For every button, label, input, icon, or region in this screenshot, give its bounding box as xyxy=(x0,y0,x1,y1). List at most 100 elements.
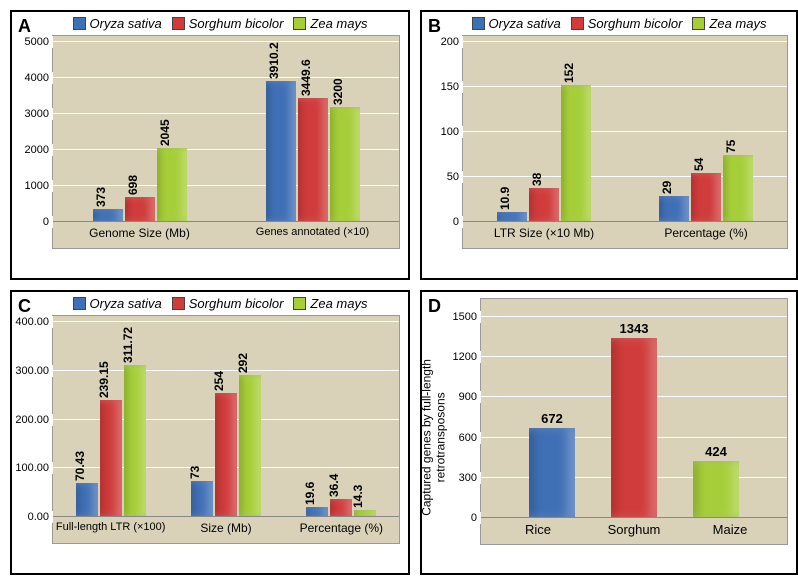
legend-item-oryza: Oryza sativa xyxy=(472,16,561,31)
bar-zea: 75 xyxy=(723,155,753,223)
legend-item-sorghum: Sorghum bicolor xyxy=(571,16,683,31)
bar-sorghum: 36.4 xyxy=(330,499,352,517)
legend-item-sorghum: Sorghum bicolor xyxy=(172,16,284,31)
bar-value-label: 19.6 xyxy=(303,482,317,505)
legend-swatch-zea xyxy=(293,17,306,30)
ytick: 1000 xyxy=(25,180,53,192)
legend-label-zea: Zea mays xyxy=(310,16,367,31)
figure-grid: A Oryza sativa Sorghum bicolor Zea mays 0 100… xyxy=(10,10,788,575)
chart-area: 0.00100.00200.00300.00400.0070.43239.153… xyxy=(52,315,400,544)
legend-item-sorghum: Sorghum bicolor xyxy=(172,296,284,311)
bar-group: 672 1343 424 xyxy=(481,317,787,518)
ytick: 3000 xyxy=(25,108,53,120)
bar-value-label: 239.15 xyxy=(97,362,111,399)
ytick: 600 xyxy=(459,432,481,444)
x-label: Size (Mb) xyxy=(168,517,283,543)
bar-value-label: 152 xyxy=(562,63,576,83)
bar-group: 19.636.414.3 xyxy=(284,322,399,517)
bar-value-label: 29 xyxy=(660,181,674,194)
ytick: 100.00 xyxy=(15,462,53,474)
bar-oryza: 373 xyxy=(93,209,123,222)
ytick: 200.00 xyxy=(15,414,53,426)
ytick: 1200 xyxy=(453,351,481,363)
legend-item-zea: Zea mays xyxy=(293,296,367,311)
panel-label: B xyxy=(428,16,441,37)
bar-value-label: 36.4 xyxy=(327,474,341,497)
bar-sorghum: 3449.6 xyxy=(298,98,328,222)
bar-value-label: 1343 xyxy=(620,321,649,338)
legend-swatch-oryza xyxy=(472,17,485,30)
legend-swatch-sorghum xyxy=(172,17,185,30)
x-axis: RiceSorghumMaize xyxy=(481,517,787,544)
x-axis: Full-length LTR (×100)Size (Mb)Percentag… xyxy=(53,516,399,543)
panel-label: A xyxy=(18,16,31,37)
legend-label-sorghum: Sorghum bicolor xyxy=(189,296,284,311)
bar-oryza: 29 xyxy=(659,196,689,222)
panel-c: COryza sativaSorghum bicolorZea mays0.00… xyxy=(10,290,410,575)
legend-label-zea: Zea mays xyxy=(709,16,766,31)
bars-container: 10.938152 29 54 75 xyxy=(463,42,787,222)
ytick: 0 xyxy=(471,512,481,524)
bar-value-label: 54 xyxy=(692,158,706,171)
legend: Oryza sativa Sorghum bicolor Zea mays xyxy=(34,16,406,31)
bar-value-label: 38 xyxy=(530,172,544,185)
ytick: 300 xyxy=(459,472,481,484)
panel-label: D xyxy=(428,296,441,317)
x-label: Full-length LTR (×100) xyxy=(53,517,168,543)
legend-label-oryza: Oryza sativa xyxy=(90,296,162,311)
legend-item-zea: Zea mays xyxy=(692,16,766,31)
ytick: 2000 xyxy=(25,144,53,156)
bar-value-label: 2045 xyxy=(158,120,172,147)
ytick: 0 xyxy=(43,216,53,228)
chart-area: 0300600900120015006721343424RiceSorghumM… xyxy=(480,298,788,545)
ytick: 150 xyxy=(441,81,463,93)
panel-d: DCaptured genes by full-lengthretrotrans… xyxy=(420,290,798,575)
bar-sorghum: 254 xyxy=(215,393,237,517)
bar-value-label: 3449.6 xyxy=(299,59,313,96)
bar-zea: 292 xyxy=(239,375,261,517)
bar-value-label: 672 xyxy=(541,411,563,428)
bar-value-label: 373 xyxy=(94,187,108,207)
bar-value-label: 311.72 xyxy=(121,327,135,363)
ytick: 100 xyxy=(441,126,463,138)
legend-label-sorghum: Sorghum bicolor xyxy=(189,16,284,31)
bar-oryza: 70.43 xyxy=(76,483,98,517)
x-label: Sorghum xyxy=(604,518,664,544)
bar-zea: 424 xyxy=(693,461,739,518)
ytick: 900 xyxy=(459,391,481,403)
ytick: 300.00 xyxy=(15,365,53,377)
legend-swatch-zea xyxy=(293,297,306,310)
bar-sorghum: 38 xyxy=(529,188,559,222)
bars-container: 672 1343 424 xyxy=(481,317,787,518)
bar-zea: 3200 xyxy=(330,107,360,222)
bar-value-label: 254 xyxy=(212,371,226,391)
ytick: 0 xyxy=(453,216,463,228)
panel-a: A Oryza sativa Sorghum bicolor Zea mays 0 100… xyxy=(10,10,410,280)
bar-group: 29 54 75 xyxy=(625,42,787,222)
legend: Oryza sativa Sorghum bicolor Zea mays xyxy=(444,16,794,31)
legend-label-zea: Zea mays xyxy=(310,296,367,311)
x-label: Percentage (%) xyxy=(625,222,787,248)
bar-value-label: 14.3 xyxy=(351,485,365,508)
ytick: 4000 xyxy=(25,72,53,84)
bar-zea: 152 xyxy=(561,85,591,222)
bars-container: 37369820453910.23449.63200 xyxy=(53,42,399,222)
bar-group: 3910.23449.63200 xyxy=(226,42,399,222)
legend: Oryza sativa Sorghum bicolor Zea mays xyxy=(34,296,406,311)
bar-value-label: 3200 xyxy=(331,78,345,105)
bar-oryza: 672 xyxy=(529,428,575,518)
legend-swatch-zea xyxy=(692,17,705,30)
legend-swatch-sorghum xyxy=(571,17,584,30)
bar-oryza: 3910.2 xyxy=(266,81,296,222)
bar-sorghum: 239.15 xyxy=(100,400,122,517)
chart-area: 05010015020010.938152295475LTR Size (×10… xyxy=(462,35,788,249)
x-label: Genes annotated (×10) xyxy=(226,222,399,248)
legend-label-oryza: Oryza sativa xyxy=(90,16,162,31)
legend-item-oryza: Oryza sativa xyxy=(73,296,162,311)
bar-value-label: 424 xyxy=(705,444,727,461)
legend-item-oryza: Oryza sativa xyxy=(73,16,162,31)
bar-group: 10.938152 xyxy=(463,42,625,222)
bar-value-label: 292 xyxy=(236,353,250,373)
ytick: 200 xyxy=(441,36,463,48)
bar-value-label: 3910.2 xyxy=(267,43,281,80)
